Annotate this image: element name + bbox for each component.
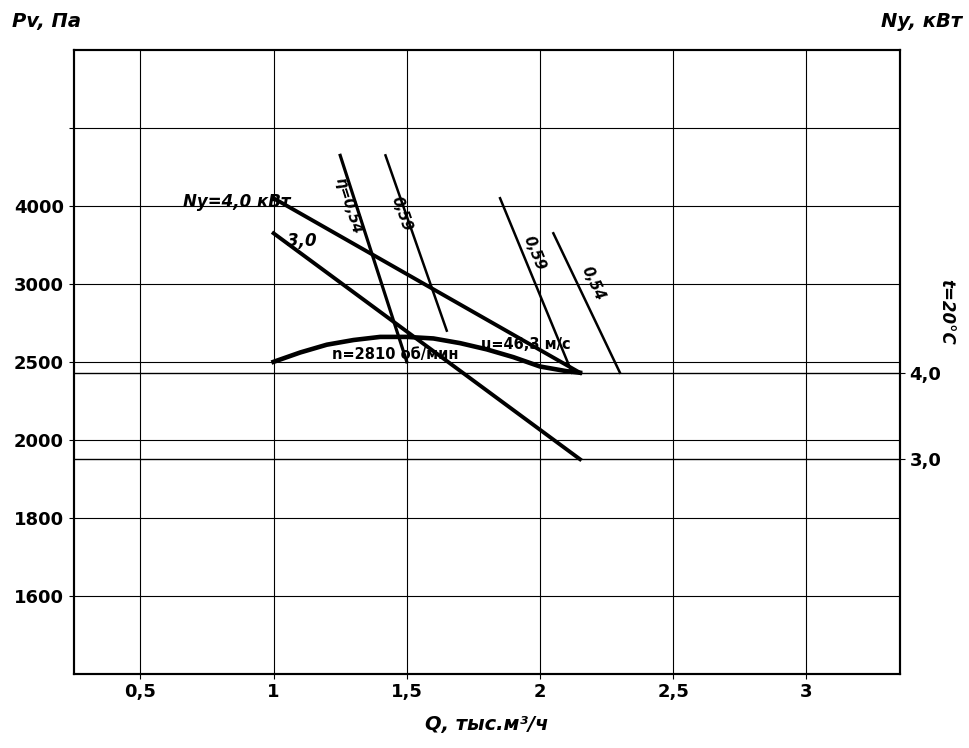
Text: u=46,3 м/с: u=46,3 м/с — [481, 337, 571, 352]
Text: 3,0: 3,0 — [287, 232, 316, 250]
Text: n=2810 об/мин: n=2810 об/мин — [331, 347, 458, 362]
Text: η=0,54: η=0,54 — [331, 176, 363, 236]
Text: 0,54: 0,54 — [578, 265, 608, 304]
Text: Ny=4,0 кВт: Ny=4,0 кВт — [183, 193, 290, 211]
X-axis label: Q, тыс.м³/ч: Q, тыс.м³/ч — [424, 715, 547, 734]
Text: 0,59: 0,59 — [389, 194, 414, 233]
Text: Pv, Па: Pv, Па — [12, 13, 80, 31]
Text: t=20°C: t=20°C — [936, 279, 953, 345]
Text: Ny, кВт: Ny, кВт — [880, 13, 960, 31]
Text: 0,59: 0,59 — [520, 233, 547, 272]
